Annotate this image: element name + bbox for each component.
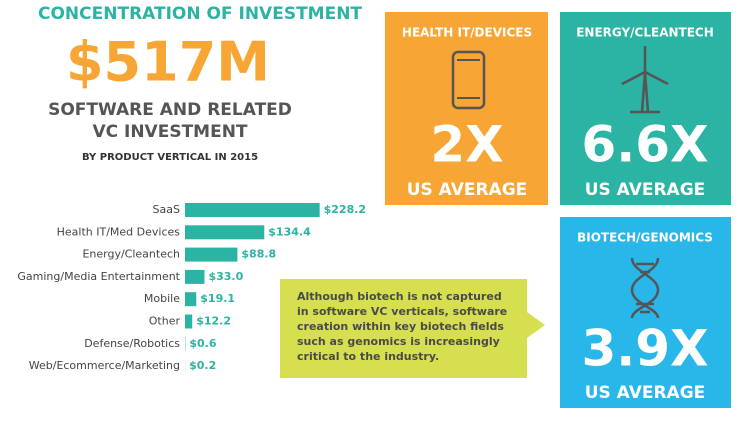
category-label: Energy/Cleantech <box>82 248 180 261</box>
category-label: Mobile <box>144 292 180 305</box>
value-label: $33.0 <box>208 270 243 283</box>
bar <box>185 269 205 284</box>
callout-text: in software VC verticals, software <box>297 305 507 318</box>
tile-multiple: 2X <box>430 116 503 174</box>
tile-title: HEALTH IT/DEVICES <box>402 26 532 40</box>
category-label: Other <box>149 315 181 328</box>
tile-multiple: 6.6X <box>581 116 708 174</box>
category-label: Defense/Robotics <box>84 337 180 350</box>
tile <box>560 12 731 205</box>
value-label: $19.1 <box>200 292 235 305</box>
category-label: Web/Ecommerce/Marketing <box>29 359 180 372</box>
value-label: $134.4 <box>268 225 311 238</box>
value-label: $0.2 <box>189 359 216 372</box>
callout: Although biotech is not captured in softw… <box>280 279 545 378</box>
category-label: SaaS <box>153 203 180 216</box>
callout-text: Although biotech is not captured <box>297 290 502 303</box>
header-title: CONCENTRATION OF INVESTMENT <box>38 4 362 24</box>
tile-caption: US AVERAGE <box>585 180 706 200</box>
bar <box>185 247 238 262</box>
callout-text: critical to the industry. <box>297 350 439 363</box>
phone-icon <box>451 50 486 110</box>
category-label: Health IT/Med Devices <box>57 225 181 238</box>
bar <box>185 314 193 329</box>
callout-text: such as genomics is increasingly <box>297 335 500 348</box>
turbine-icon <box>621 46 669 114</box>
tile-caption: US AVERAGE <box>407 180 528 200</box>
value-label: $12.2 <box>196 315 231 328</box>
header-note: BY PRODUCT VERTICAL IN 2015 <box>82 152 258 163</box>
bar <box>185 203 320 217</box>
callout-box <box>280 279 545 378</box>
bar <box>185 292 197 307</box>
tile-title: ENERGY/CLEANTECH <box>576 26 714 40</box>
tile-multiple: 3.9X <box>581 320 708 378</box>
category-label: Gaming/Media Entertainment <box>17 270 180 283</box>
value-label: $228.2 <box>324 203 366 216</box>
value-label: $0.6 <box>189 337 216 350</box>
header-subtitle: SOFTWARE AND RELATED <box>48 100 292 120</box>
bar <box>185 225 265 240</box>
header-subtitle: VC INVESTMENT <box>92 122 247 142</box>
callout-text: creation within key biotech fields <box>297 320 504 333</box>
value-label: $88.8 <box>241 248 276 261</box>
header-amount: $517M <box>66 31 270 94</box>
dna-icon <box>630 257 660 319</box>
tile-caption: US AVERAGE <box>585 383 706 403</box>
tile-title: BIOTECH/GENOMICS <box>577 231 713 245</box>
